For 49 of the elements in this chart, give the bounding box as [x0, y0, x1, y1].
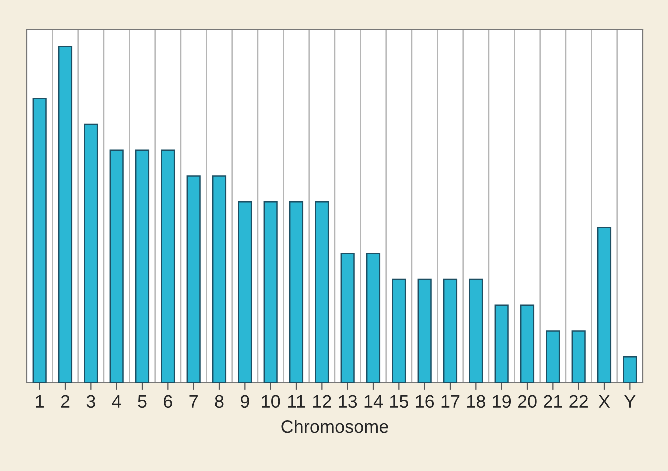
x-tick-label: 8 — [215, 395, 224, 408]
x-tick-label: 3 — [86, 395, 96, 408]
bar — [315, 202, 330, 383]
bar — [597, 227, 612, 383]
bar — [186, 176, 201, 383]
bar — [289, 202, 304, 383]
bar — [84, 124, 98, 383]
x-tick-label: 19 — [493, 395, 512, 408]
x-tick-label: 10 — [262, 395, 280, 408]
x-tick-label: 1 — [36, 395, 44, 408]
bar — [623, 356, 638, 383]
x-tick-label: 5 — [138, 395, 147, 408]
x-tick-label: 7 — [190, 395, 198, 408]
bar — [443, 278, 458, 383]
x-axis-title: Chromosome — [282, 420, 388, 434]
bar — [135, 150, 150, 383]
x-tick-label: 14 — [364, 395, 384, 408]
bar — [161, 150, 176, 383]
x-tick-label: 15 — [390, 395, 408, 408]
x-tick-label: 22 — [570, 395, 588, 408]
bar — [520, 304, 535, 383]
bar — [212, 176, 227, 383]
x-tick-label: 17 — [442, 395, 460, 408]
bar — [32, 98, 47, 383]
x-tick-label: 21 — [544, 395, 562, 408]
bar — [238, 202, 252, 383]
bar — [264, 202, 278, 383]
x-tick-label: 16 — [416, 395, 434, 408]
x-tick-label: 11 — [288, 395, 305, 408]
bar — [494, 304, 509, 383]
x-tick-label: 20 — [518, 395, 537, 408]
x-tick-label: 2 — [61, 395, 70, 408]
bar — [340, 252, 355, 383]
bar — [572, 330, 586, 383]
bar — [392, 278, 406, 383]
bar — [469, 278, 484, 383]
bar — [366, 252, 381, 383]
x-tick-label: 6 — [164, 395, 172, 408]
bar — [546, 330, 560, 383]
x-tick-label: 12 — [314, 395, 332, 408]
x-tick-label: 9 — [240, 395, 250, 408]
x-tick-label: 18 — [468, 395, 486, 408]
x-tick-label: Y — [624, 395, 636, 408]
bar — [110, 150, 124, 383]
x-tick-label: 13 — [339, 395, 358, 408]
x-tick-label: 4 — [112, 395, 122, 408]
x-tick-label: X — [598, 395, 610, 408]
bar — [418, 278, 432, 383]
bar — [58, 46, 73, 383]
